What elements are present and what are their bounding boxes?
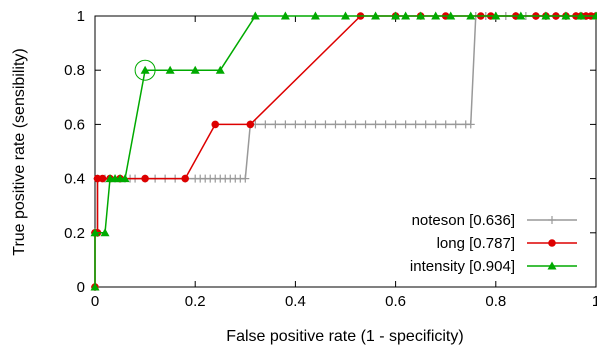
data-point-long xyxy=(98,174,107,183)
x-tick-label: 1 xyxy=(592,293,597,310)
series-line-noteson xyxy=(94,15,596,287)
data-point-intensity xyxy=(516,11,526,20)
data-point-intensity xyxy=(280,11,290,20)
data-point-long xyxy=(181,174,189,183)
data-point-noteson xyxy=(421,120,430,129)
data-point-intensity xyxy=(90,282,100,291)
data-point-noteson xyxy=(261,120,270,129)
data-point-noteson xyxy=(341,120,350,129)
y-tick-label: 0.8 xyxy=(64,62,85,79)
data-point-noteson xyxy=(441,120,450,129)
legend-marker-long xyxy=(548,239,556,247)
data-point-intensity xyxy=(576,11,586,20)
data-point-noteson xyxy=(321,120,330,129)
data-point-noteson xyxy=(411,120,420,129)
data-point-noteson xyxy=(281,120,290,129)
x-tick-label: 0.4 xyxy=(285,293,306,310)
data-point-intensity xyxy=(341,11,350,20)
data-point-intensity xyxy=(401,11,411,20)
data-point-noteson xyxy=(391,120,400,129)
data-point-intensity xyxy=(541,11,551,20)
y-axis-label: True positive rate (sensibility) xyxy=(11,48,28,255)
data-point-intensity xyxy=(371,11,381,20)
data-point-noteson xyxy=(291,120,300,129)
data-point-noteson xyxy=(271,120,280,129)
data-point-intensity xyxy=(90,228,100,237)
series-intensity xyxy=(90,11,597,291)
x-tick-label: 0.6 xyxy=(385,293,406,310)
data-point-intensity xyxy=(591,11,597,20)
x-tick-label: 0.8 xyxy=(485,293,506,310)
y-tick-label: 0.6 xyxy=(64,116,85,133)
data-point-intensity xyxy=(250,11,260,20)
data-point-noteson xyxy=(451,120,460,129)
data-point-intensity xyxy=(561,11,571,20)
data-point-noteson xyxy=(466,120,475,129)
data-point-intensity xyxy=(120,174,130,183)
data-point-long xyxy=(211,120,220,129)
series-noteson xyxy=(91,12,597,291)
data-point-noteson xyxy=(401,120,410,129)
data-point-noteson xyxy=(311,120,320,129)
data-point-noteson xyxy=(431,120,440,129)
series-long xyxy=(91,12,597,291)
data-point-intensity xyxy=(190,65,200,74)
y-tick-label: 0.2 xyxy=(64,225,85,242)
data-point-noteson xyxy=(331,120,340,129)
data-point-noteson xyxy=(371,120,380,129)
legend-label-intensity: intensity [0.904] xyxy=(410,258,515,275)
data-point-noteson xyxy=(361,120,370,129)
data-point-intensity xyxy=(466,11,476,20)
legend-label-noteson: noteson [0.636] xyxy=(412,212,515,229)
data-point-long xyxy=(246,120,255,129)
legend-marker-noteson xyxy=(548,216,556,224)
data-point-noteson xyxy=(241,174,250,183)
data-point-intensity xyxy=(165,65,175,74)
legend-label-long: long [0.787] xyxy=(437,235,515,252)
series-line-intensity xyxy=(94,15,596,287)
data-point-noteson xyxy=(301,120,310,129)
data-point-intensity xyxy=(215,65,225,74)
data-point-intensity xyxy=(310,11,320,20)
data-point-noteson xyxy=(381,120,390,129)
data-point-intensity xyxy=(416,11,426,20)
data-point-intensity xyxy=(446,11,456,20)
highlight-circle xyxy=(134,59,156,81)
legend-marker-intensity xyxy=(547,261,557,270)
data-point-intensity xyxy=(391,11,401,20)
data-point-intensity xyxy=(140,65,150,74)
plot-frame xyxy=(94,15,597,288)
x-axis-label: False positive rate (1 - specificity) xyxy=(226,328,463,345)
x-tick-label: 0 xyxy=(91,293,99,310)
series-line-long xyxy=(94,15,596,287)
data-point-intensity xyxy=(491,11,501,20)
y-tick-label: 0.4 xyxy=(64,171,85,188)
y-tick-label: 0 xyxy=(77,279,85,296)
data-point-long xyxy=(141,174,149,183)
y-tick-label: 1 xyxy=(77,8,85,25)
x-tick-label: 0.2 xyxy=(185,293,206,310)
data-point-intensity xyxy=(431,11,441,20)
data-point-noteson xyxy=(351,120,360,129)
data-point-intensity xyxy=(100,228,110,237)
